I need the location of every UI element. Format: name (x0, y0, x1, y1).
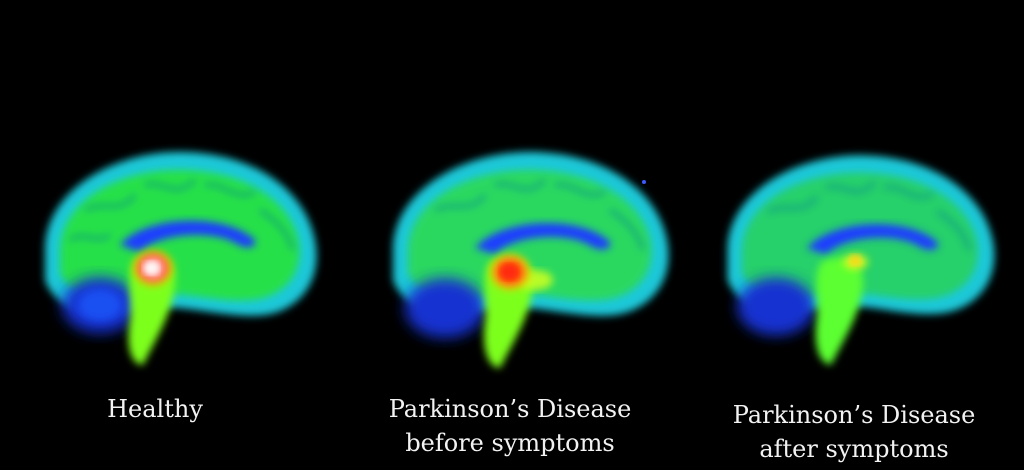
panel-healthy: Healthy (0, 0, 340, 470)
caption-line: Parkinson’s Disease (388, 395, 632, 423)
dopamine-hotspot (850, 255, 861, 265)
caption-healthy: Healthy (70, 392, 240, 426)
caption-line: before symptoms (405, 429, 615, 457)
caption-line: after symptoms (759, 435, 949, 463)
panel-after-symptoms: Parkinson’s Disease after symptoms (680, 0, 1024, 470)
brain-scan-after-symptoms-image (727, 155, 995, 365)
dopamine-hotspot (501, 265, 517, 279)
caption-line: Healthy (107, 395, 203, 423)
brain-scan-healthy-image (45, 151, 317, 365)
dopamine-hotspot (144, 262, 158, 274)
caption-after-symptoms: Parkinson’s Disease after symptoms (724, 398, 984, 466)
brain-scan-before-symptoms-image (393, 151, 669, 368)
caption-before-symptoms: Parkinson’s Disease before symptoms (380, 392, 640, 460)
panel-before-symptoms: Parkinson’s Disease before symptoms (340, 0, 680, 470)
scan-artifact-dot (642, 180, 646, 184)
caption-line: Parkinson’s Disease (732, 401, 976, 429)
